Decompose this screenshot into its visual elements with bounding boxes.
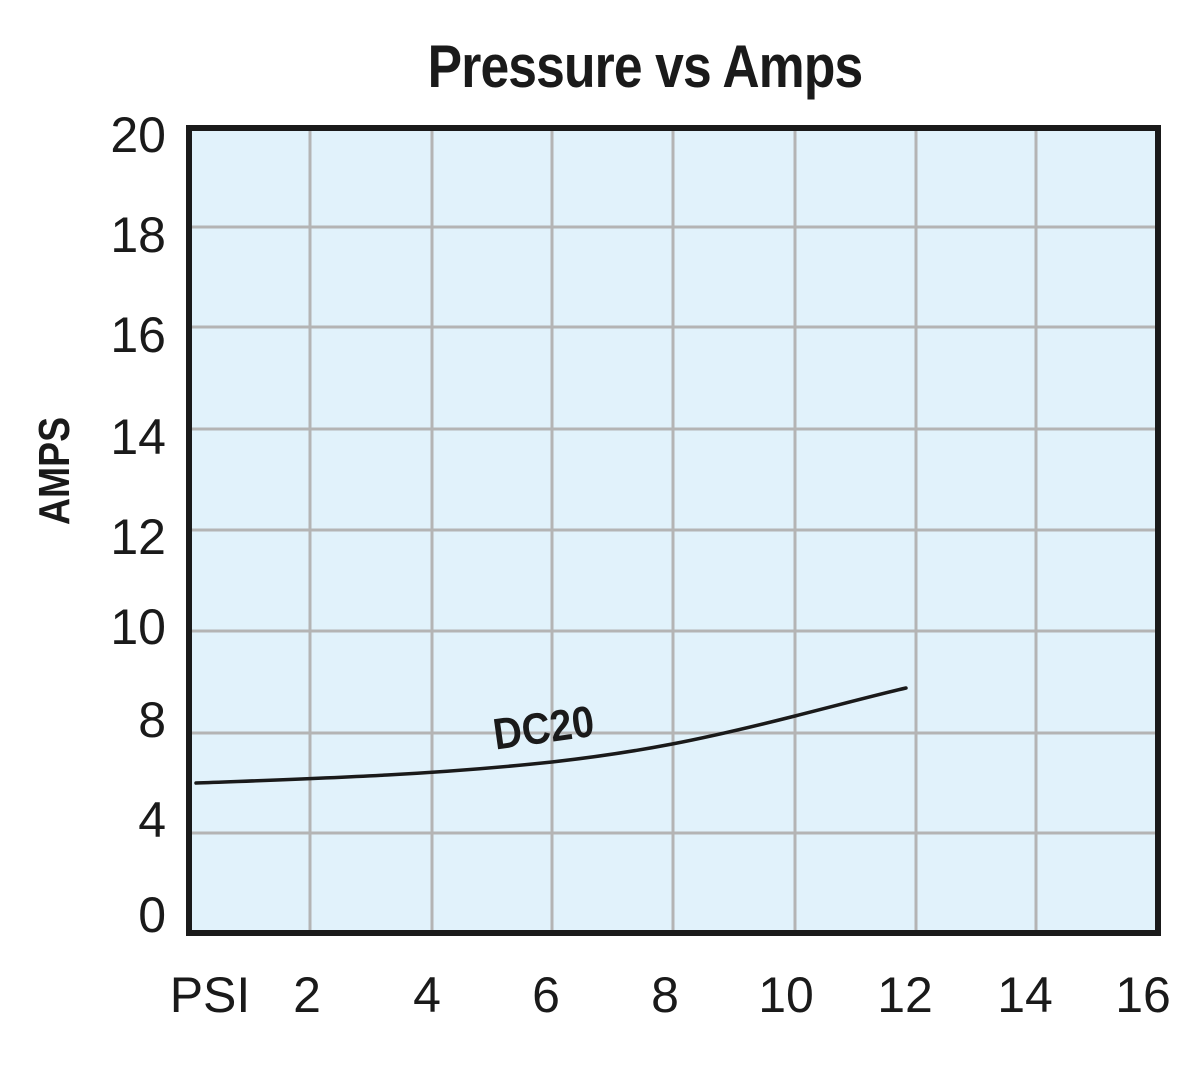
y-tick-label: 20 [110, 107, 166, 163]
y-tick-label: 10 [110, 599, 166, 655]
y-axis-ticks: 20 18 16 14 12 10 8 4 0 [110, 107, 166, 943]
x-tick-label: 12 [877, 967, 933, 1023]
x-axis-label: PSI [170, 967, 251, 1023]
x-tick-label: 16 [1115, 967, 1171, 1023]
y-tick-label: 4 [138, 792, 166, 848]
y-tick-label: 14 [110, 409, 166, 465]
x-tick-label: 6 [532, 967, 560, 1023]
x-tick-label: 2 [293, 967, 321, 1023]
y-tick-label: 16 [110, 307, 166, 363]
dc20-series-line [194, 686, 908, 785]
horizontal-gridlines [187, 225, 1160, 835]
y-tick-label: 8 [138, 692, 166, 748]
plot-frame [186, 125, 1161, 936]
x-tick-label: 10 [758, 967, 814, 1023]
chart-title: Pressure vs Amps [427, 33, 864, 100]
y-tick-label: 0 [138, 887, 166, 943]
x-tick-label: 4 [413, 967, 441, 1023]
x-tick-label: 14 [997, 967, 1053, 1023]
y-tick-label: 18 [110, 207, 166, 263]
y-tick-label: 12 [110, 509, 166, 565]
x-axis-ticks: PSI 2 4 6 8 10 12 14 16 [170, 967, 1171, 1023]
x-tick-label: 8 [651, 967, 679, 1023]
